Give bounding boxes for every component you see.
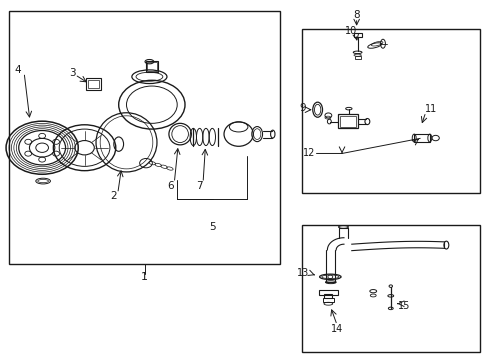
Text: 8: 8 [353,10,359,20]
Bar [318,291,337,295]
Text: 3: 3 [69,68,76,78]
Bar [302,30,479,193]
Text: 14: 14 [330,324,343,334]
Bar [85,78,101,90]
Bar [413,134,429,142]
Bar [145,61,158,72]
Text: 13: 13 [296,268,308,278]
Text: 15: 15 [397,301,410,311]
Bar [9,12,280,264]
Text: 6: 6 [167,181,173,192]
Text: 10: 10 [344,26,356,36]
Text: 11: 11 [424,104,436,114]
Bar [147,62,157,71]
Bar [302,225,479,352]
Text: 7: 7 [195,181,202,192]
Text: 12: 12 [302,148,314,158]
Bar [339,116,355,127]
Text: 5: 5 [209,222,216,231]
Bar [324,294,331,298]
Text: 2: 2 [110,191,117,201]
Bar [353,33,361,37]
Bar [354,56,360,59]
Text: 9: 9 [299,103,305,113]
Bar [322,298,333,302]
Bar [337,114,357,128]
Bar [87,80,99,88]
Text: 1: 1 [141,272,148,282]
Text: 4: 4 [15,64,21,75]
